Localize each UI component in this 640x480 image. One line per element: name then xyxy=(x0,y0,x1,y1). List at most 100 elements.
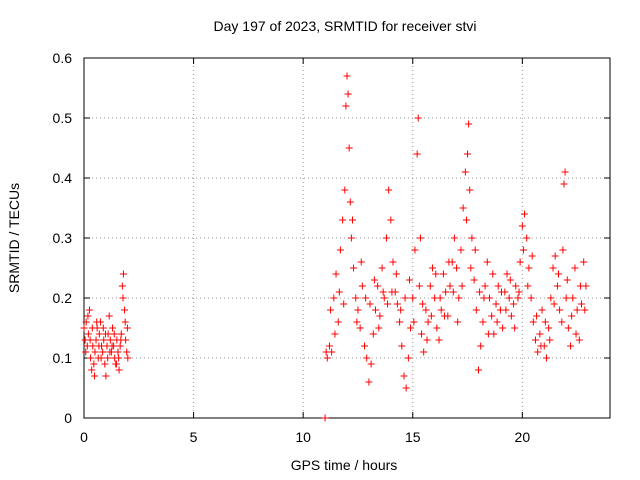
data-point xyxy=(85,306,93,314)
data-point xyxy=(344,90,352,98)
data-point xyxy=(121,318,129,326)
data-point xyxy=(353,318,361,326)
y-tick-label: 0.3 xyxy=(53,230,73,246)
data-point xyxy=(445,258,453,266)
data-point xyxy=(415,282,423,290)
y-tick-label: 0.2 xyxy=(53,290,73,306)
data-point xyxy=(523,234,531,242)
data-point xyxy=(331,330,339,338)
data-point xyxy=(472,306,480,314)
data-point xyxy=(534,348,542,356)
data-point xyxy=(551,252,559,260)
data-point xyxy=(559,246,567,254)
data-point xyxy=(97,354,105,362)
data-point xyxy=(321,414,329,422)
x-tick-label: 0 xyxy=(80,429,88,445)
data-point xyxy=(123,348,131,356)
data-point xyxy=(91,372,99,380)
data-point xyxy=(369,330,377,338)
data-point xyxy=(356,324,364,332)
data-point xyxy=(95,342,103,350)
y-tick-label: 0.4 xyxy=(53,170,73,186)
data-point xyxy=(507,312,515,320)
data-point xyxy=(336,246,344,254)
data-point xyxy=(561,168,569,176)
data-point xyxy=(467,264,475,272)
data-point xyxy=(396,318,404,326)
data-point xyxy=(481,282,489,290)
data-point xyxy=(541,318,549,326)
data-point xyxy=(432,270,440,278)
data-point xyxy=(112,360,120,368)
data-point xyxy=(424,318,432,326)
data-point xyxy=(453,264,461,272)
y-tick-label: 0.6 xyxy=(53,50,73,66)
data-point xyxy=(462,216,470,224)
x-axis-ticks: 0 5 10 15 20 xyxy=(80,58,530,445)
chart-title: Day 197 of 2023, SRMTID for receiver stv… xyxy=(214,18,477,34)
data-point xyxy=(117,330,125,338)
y-axis-ticks: 0 0.1 0.2 0.3 0.4 0.5 0.6 xyxy=(53,50,610,426)
x-axis-label: GPS time / hours xyxy=(291,457,398,473)
data-point xyxy=(346,198,354,206)
data-point xyxy=(470,276,478,284)
data-point xyxy=(558,318,566,326)
data-point xyxy=(476,288,484,296)
data-point xyxy=(547,294,555,302)
data-point xyxy=(573,306,581,314)
data-point xyxy=(569,294,577,302)
data-point xyxy=(376,312,384,320)
data-point xyxy=(439,270,447,278)
data-point xyxy=(362,294,370,302)
data-point xyxy=(550,300,558,308)
data-point xyxy=(374,282,382,290)
plot-frame xyxy=(83,57,611,419)
data-point xyxy=(464,150,472,158)
data-point xyxy=(527,294,535,302)
data-point xyxy=(330,294,338,302)
data-point xyxy=(578,300,586,308)
data-point xyxy=(119,294,127,302)
data-point xyxy=(576,282,584,290)
data-point xyxy=(545,324,553,332)
data-point xyxy=(115,354,123,362)
data-point xyxy=(334,318,342,326)
y-tick-label: 0.1 xyxy=(53,350,73,366)
data-point xyxy=(466,186,474,194)
data-point xyxy=(398,342,406,350)
data-point xyxy=(449,288,457,296)
data-point xyxy=(580,258,588,266)
data-point xyxy=(525,264,533,272)
data-point xyxy=(413,150,421,158)
data-point xyxy=(354,306,362,314)
data-point xyxy=(117,336,125,344)
data-point xyxy=(410,318,418,326)
x-tick-label: 20 xyxy=(515,429,531,445)
data-point xyxy=(339,216,347,224)
data-point xyxy=(380,294,388,302)
data-point xyxy=(454,318,462,326)
data-point xyxy=(106,336,114,344)
data-point xyxy=(323,354,331,362)
data-point xyxy=(124,354,132,362)
data-point xyxy=(428,264,436,272)
data-point xyxy=(325,342,333,350)
data-point xyxy=(514,294,522,302)
data-point xyxy=(564,324,572,332)
data-point xyxy=(116,342,124,350)
data-point xyxy=(105,312,113,320)
data-point xyxy=(327,306,335,314)
data-point xyxy=(542,354,550,362)
data-point xyxy=(99,324,107,332)
data-point xyxy=(82,318,90,326)
data-point xyxy=(332,270,340,278)
data-point xyxy=(524,282,532,290)
data-point xyxy=(435,336,443,344)
data-point xyxy=(387,216,395,224)
data-point xyxy=(450,234,458,242)
data-point xyxy=(348,216,356,224)
data-point xyxy=(343,72,351,80)
data-point xyxy=(404,354,412,362)
data-point xyxy=(512,282,520,290)
y-axis-label: SRMTID / TECUs xyxy=(6,183,22,293)
